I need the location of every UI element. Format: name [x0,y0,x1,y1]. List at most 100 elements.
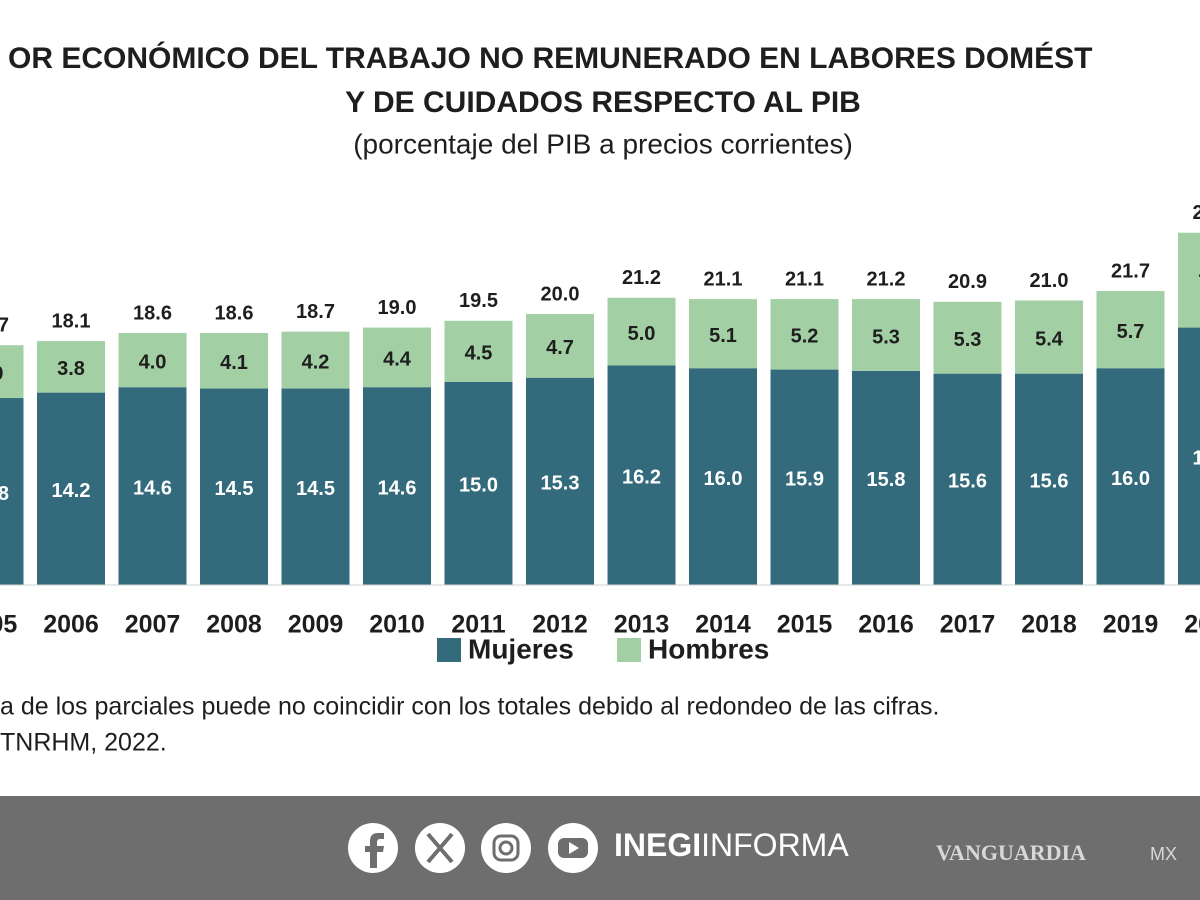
bar-segment [1015,373,1083,585]
value-label: 16.0 [1111,468,1150,490]
total-label: 18.6 [215,302,254,324]
value-label: 14.5 [296,478,335,500]
total-label: 18.1 [52,310,91,332]
bar-segment [37,341,105,393]
bar-segment [689,299,757,369]
youtube-play [569,842,579,854]
x-tick-label: 2016 [858,611,914,639]
total-label: 21.1 [704,268,743,290]
bar-segment [933,301,1002,374]
total-label: 21.0 [1030,270,1069,292]
bar-segment [1178,232,1200,328]
value-label: 19.0 [1193,448,1200,470]
total-label: 21.1 [785,268,824,290]
bar-segment [200,388,268,585]
value-label: 4.1 [220,352,248,374]
total-label: 20.0 [541,283,580,305]
bar-segment [607,297,676,366]
bar-segment [526,377,594,585]
watermark-suffix: MX [1150,844,1177,864]
value-label: 15.6 [1030,471,1069,493]
facebook-glyph [365,833,384,868]
value-label: 5.2 [791,326,819,348]
value-label: 7.0 [1198,271,1200,293]
watermark: VANGUARDIA [936,840,1086,865]
total-label: 21.2 [622,267,661,289]
social-icons [348,823,598,873]
chart-title: OR ECONÓMICO DEL TRABAJO NO REMUNERADO E… [8,41,1093,75]
x-tick-label: 2019 [1103,611,1159,639]
value-label: 5.0 [628,323,656,345]
total-label: 26.0 [1193,202,1200,224]
x-tick-label: 2006 [43,611,99,639]
bar-segment [0,345,24,399]
x-tick-label: 2015 [777,611,833,639]
bar-segment [363,327,431,388]
x-glyph [426,832,454,864]
value-label: 5.7 [1117,321,1145,343]
legend-swatch [617,638,641,662]
value-label: 5.3 [954,329,982,351]
note: a de los parciales puede no coincidir co… [0,693,939,721]
value-label: 14.6 [378,477,417,499]
brand-bold: INEGI [614,827,701,863]
x-tick-label: 2008 [206,611,262,639]
bar-segment [444,381,513,585]
legend-label: Hombres [648,633,769,664]
x-tick-label: 2010 [369,611,425,639]
value-label: 15.3 [541,473,580,495]
value-label: 4.2 [302,351,330,373]
chart-subtitle: (porcentaje del PIB a precios corrientes… [353,128,853,159]
value-label: 4.7 [546,337,574,359]
bar-segment [0,398,24,585]
bar-segment [1178,327,1200,585]
total-label: 19.5 [459,290,498,312]
bar-segment [852,299,920,371]
bar-segment [689,368,757,585]
x-tick-label: 2014 [695,611,751,639]
x-tick-label: 2017 [940,611,996,639]
bar-segment [1096,368,1165,585]
x-tick-label: 2005 [0,611,17,639]
instagram-icon[interactable] [481,823,531,873]
bar-segment [281,388,350,585]
bar-segment [770,299,839,370]
total-label: 19.0 [378,297,417,319]
bar-segment [200,332,268,389]
total-label: 21.7 [1111,260,1150,282]
instagram-lens [498,840,514,856]
value-label: 16.0 [704,468,743,490]
chart-title-line2: Y DE CUIDADOS RESPECTO AL PIB [345,86,861,119]
value-label: 4.5 [465,343,493,365]
legend-swatch [437,638,461,662]
bar-segment [363,387,431,585]
value-label: 14.6 [133,477,172,499]
bar-segment [281,331,350,389]
bar-segment [852,370,920,585]
value-label: 15.8 [867,469,906,491]
bar-segment [1015,300,1083,374]
source-note: TNRHM, 2022. [0,729,167,757]
total-label: 18.6 [133,302,172,324]
value-label: 16.2 [622,467,661,489]
total-label: 18.7 [296,301,335,323]
total-label: 17.7 [0,314,9,336]
x-tick-label: 2018 [1021,611,1077,639]
value-label: 5.3 [872,326,900,348]
value-label: 4.0 [139,351,167,373]
x-tick-label: 2013 [614,611,670,639]
value-label: 5.4 [1035,328,1064,350]
x-tick-label: 2007 [125,611,181,639]
value-label: 5.1 [709,325,737,347]
bar-segment [770,369,839,585]
value-label: 14.5 [215,478,254,500]
bar-segment [118,332,187,388]
brand-light: INFORMA [701,827,849,863]
footer-bar [0,796,1200,900]
value-label: 4.4 [383,349,412,371]
bar-segment [118,387,187,585]
bar-segment [444,320,513,382]
value-label: 14.2 [52,480,91,502]
value-label: 15.9 [785,469,824,491]
